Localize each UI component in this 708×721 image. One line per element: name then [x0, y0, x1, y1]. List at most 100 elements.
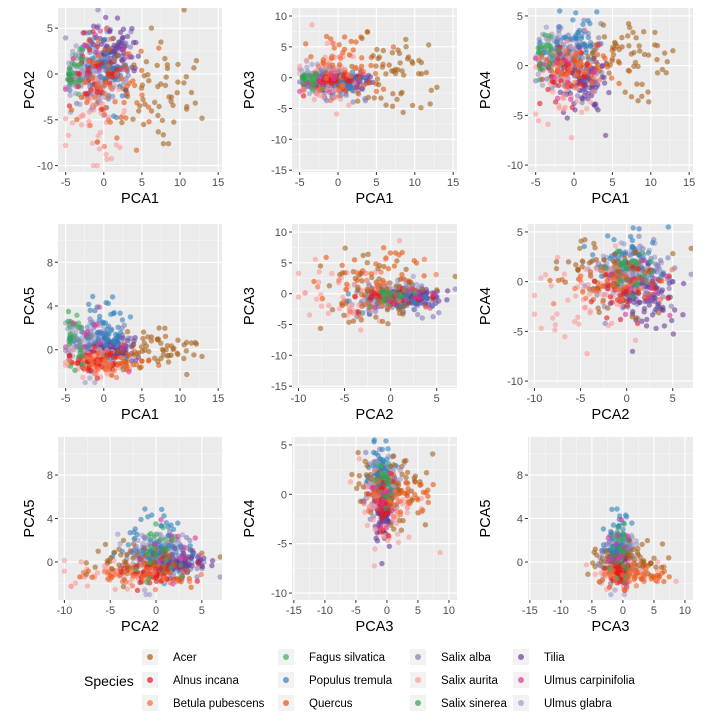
- point-salix-aurita: [538, 275, 544, 281]
- point-betula-pubescens: [433, 271, 439, 278]
- point-salix-aurita: [538, 325, 544, 331]
- point-quercus: [331, 45, 337, 51]
- point-quercus: [555, 277, 562, 284]
- point-salix-sinerea: [144, 579, 150, 586]
- point-acer: [199, 115, 205, 121]
- point-acer: [562, 279, 569, 285]
- point-acer: [142, 101, 148, 107]
- point-fagus-silvatica: [628, 260, 634, 266]
- point-betula-pubescens: [161, 575, 167, 581]
- y-tick-label: 5: [281, 258, 287, 270]
- point-acer: [371, 95, 377, 101]
- point-salix-aurita: [396, 238, 403, 244]
- point-tilia: [114, 15, 121, 21]
- point-acer: [159, 346, 166, 353]
- point-acer: [635, 63, 641, 70]
- point-ulmus-carpinifolia: [94, 49, 100, 55]
- point-betula-pubescens: [102, 366, 109, 373]
- point-salix-aurita: [574, 98, 580, 104]
- point-quercus: [595, 61, 601, 68]
- point-populus-tremula: [379, 446, 385, 453]
- point-salix-alba: [656, 266, 663, 272]
- point-betula-pubescens: [589, 80, 595, 86]
- point-betula-pubescens: [82, 80, 88, 86]
- point-salix-aurita: [318, 303, 325, 309]
- x-tick-label: -5: [61, 393, 71, 405]
- point-salix-aurita: [69, 346, 76, 352]
- point-acer: [83, 560, 90, 566]
- point-populus-tremula: [97, 313, 103, 320]
- point-betula-pubescens: [378, 269, 384, 275]
- point-ulmus-carpinifolia: [92, 32, 98, 38]
- point-salix-sinerea: [398, 293, 404, 300]
- point-salix-alba: [194, 574, 200, 580]
- point-betula-pubescens: [347, 309, 353, 315]
- point-salix-sinerea: [623, 266, 629, 272]
- point-salix-aurita: [395, 539, 402, 546]
- y-tick-label: 4: [47, 514, 53, 526]
- point-salix-aurita: [311, 96, 317, 103]
- point-populus-tremula: [611, 236, 617, 243]
- y-tick-label: 4: [47, 301, 53, 313]
- point-acer: [111, 549, 118, 555]
- point-acer: [645, 89, 651, 95]
- point-populus-tremula: [95, 336, 102, 342]
- point-salix-aurita: [314, 296, 320, 302]
- point-salix-aurita: [316, 269, 322, 275]
- point-acer: [183, 74, 189, 80]
- point-quercus: [130, 78, 136, 84]
- point-acer: [359, 35, 365, 41]
- point-ulmus-carpinifolia: [152, 541, 158, 547]
- point-acer: [350, 318, 357, 324]
- point-tilia: [130, 39, 137, 46]
- point-betula-pubescens: [596, 77, 603, 83]
- point-betula-pubescens: [301, 87, 307, 94]
- point-ulmus-glabra: [621, 241, 627, 247]
- point-ulmus-glabra: [543, 24, 549, 30]
- point-acer: [136, 350, 142, 356]
- x-tick-label: -5: [531, 177, 541, 189]
- point-populus-tremula: [187, 543, 193, 549]
- y-tick-label: 0: [47, 345, 53, 357]
- point-ulmus-carpinifolia: [652, 276, 658, 282]
- point-alnus-incana: [180, 569, 187, 575]
- point-acer: [329, 307, 336, 313]
- point-salix-sinerea: [306, 73, 312, 79]
- point-tilia: [586, 84, 593, 91]
- point-salix-alba: [183, 534, 190, 541]
- point-alnus-incana: [94, 375, 101, 381]
- point-betula-pubescens: [555, 67, 561, 73]
- point-acer: [143, 343, 150, 349]
- point-populus-tremula: [119, 317, 126, 323]
- point-quercus: [421, 273, 427, 279]
- point-tilia: [599, 62, 605, 69]
- points: [295, 238, 457, 333]
- point-ulmus-glabra: [73, 43, 79, 49]
- point-populus-tremula: [109, 294, 116, 300]
- point-acer: [670, 48, 676, 54]
- point-salix-sinerea: [548, 46, 554, 52]
- point-betula-pubescens: [67, 357, 73, 364]
- point-quercus: [188, 584, 194, 590]
- point-salix-aurita: [584, 106, 590, 112]
- point-tilia: [124, 33, 131, 40]
- point-ulmus-carpinifolia: [653, 290, 659, 296]
- point-salix-aurita: [587, 99, 594, 105]
- point-quercus: [425, 493, 431, 499]
- point-salix-aurita: [108, 156, 115, 162]
- point-betula-pubescens: [103, 26, 110, 32]
- point-quercus: [404, 492, 410, 499]
- point-acer: [403, 474, 409, 481]
- point-betula-pubescens: [657, 296, 664, 302]
- x-axis-title: PCA2: [592, 407, 630, 423]
- point-acer: [656, 310, 662, 316]
- point-salix-aurita: [80, 374, 86, 381]
- point-ulmus-carpinifolia: [639, 277, 645, 283]
- point-acer: [385, 321, 391, 327]
- point-salix-aurita: [542, 272, 549, 278]
- point-betula-pubescens: [105, 63, 111, 69]
- point-acer: [662, 50, 668, 56]
- point-ulmus-carpinifolia: [297, 88, 303, 95]
- point-salix-aurita: [324, 40, 330, 47]
